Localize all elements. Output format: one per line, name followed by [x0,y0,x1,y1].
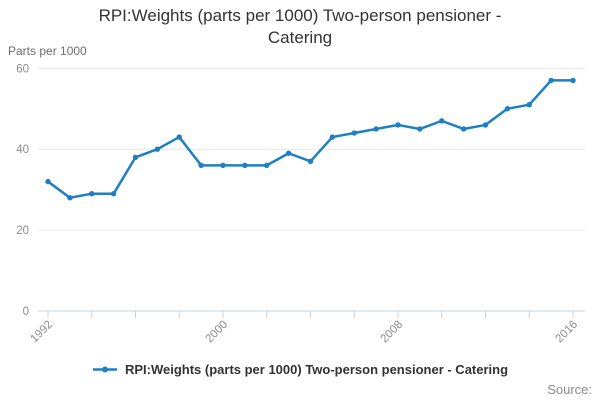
data-point-1997 [154,146,161,152]
data-point-2009 [417,126,423,132]
data-point-2008 [395,122,401,128]
data-point-1993 [67,195,73,201]
y-axis-unit-label: Parts per 1000 [8,44,87,58]
data-point-2003 [285,150,292,156]
data-point-2014 [526,102,532,108]
data-point-2000 [220,162,226,169]
data-point-1994 [89,190,95,197]
legend: RPI:Weights (parts per 1000) Two-person … [0,362,600,377]
data-point-1999 [198,162,204,169]
legend-item[interactable]: RPI:Weights (parts per 1000) Two-person … [92,362,508,377]
data-point-1996 [132,154,139,160]
data-point-2006 [351,130,357,136]
data-point-1995 [110,190,117,197]
y-axis-tick-label: 0 [23,306,29,318]
x-axis-tick-label: 1992 [29,319,56,346]
series-line [46,79,575,199]
legend-marker-icon [92,366,117,373]
data-point-2004 [307,158,314,165]
data-point-2011 [460,126,467,132]
x-axis-tick-label: 2016 [554,319,581,346]
chart-title: RPI:Weights (parts per 1000) Two-person … [98,6,502,47]
data-point-2013 [504,106,511,112]
data-point-2012 [482,122,489,128]
data-point-2010 [439,118,445,124]
y-axis-tick-label: 60 [16,63,29,75]
x-axis-tick-label: 2008 [379,319,406,346]
data-point-2007 [373,126,379,132]
data-point-2015 [548,77,554,84]
y-axis-tick-label: 40 [16,144,29,156]
data-point-2005 [329,134,336,140]
legend-label: RPI:Weights (parts per 1000) Two-person … [124,362,509,377]
y-axis-tick-label: 20 [16,225,29,237]
x-axis-tick-label: 2000 [204,319,231,346]
data-point-1992 [45,178,51,185]
data-point-1998 [176,134,182,140]
data-point-2001 [242,162,248,169]
data-point-2016 [570,77,576,84]
data-point-2002 [264,162,270,169]
source-label: Source: [547,382,592,397]
